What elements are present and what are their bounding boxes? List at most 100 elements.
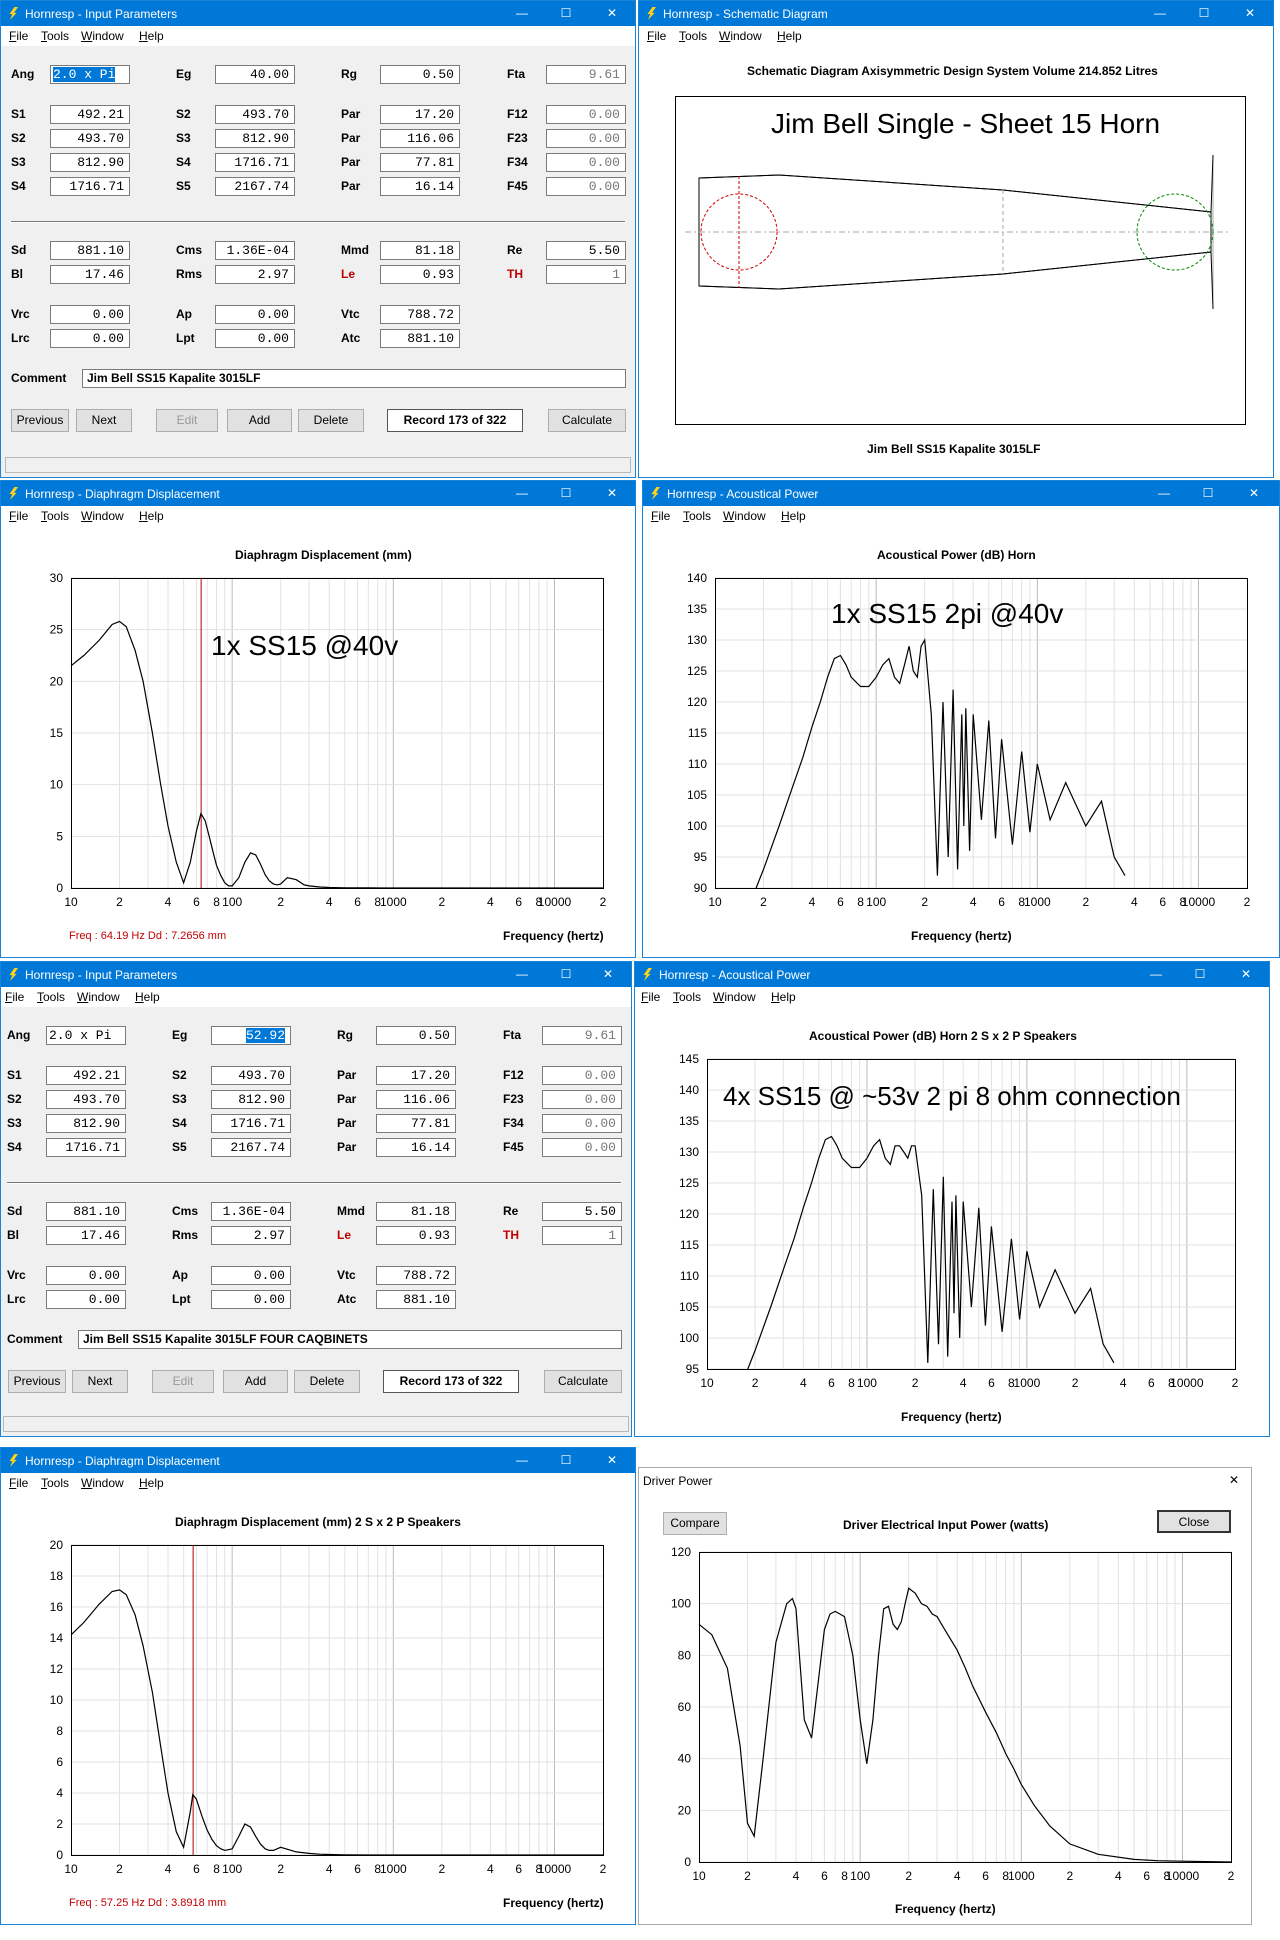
field-re[interactable]: 5.50 xyxy=(542,1202,622,1221)
title-bar[interactable]: Hornresp - Acoustical Power — ☐ ✕ xyxy=(643,481,1279,506)
field-th[interactable]: 1 xyxy=(546,265,626,284)
close-icon[interactable]: ✕ xyxy=(606,486,618,500)
edit-button[interactable]: Edit xyxy=(152,1370,214,1393)
menu-tools[interactable]: Tools xyxy=(41,29,70,43)
minimize-icon[interactable]: — xyxy=(516,1453,528,1467)
maximize-icon[interactable]: ☐ xyxy=(1194,967,1206,981)
menu-file[interactable]: File xyxy=(9,29,29,43)
menu-file[interactable]: File xyxy=(9,1476,29,1490)
field-atc[interactable]: 881.10 xyxy=(380,329,460,348)
menu-file[interactable]: File xyxy=(641,990,661,1004)
field-cms[interactable]: 1.36E-04 xyxy=(211,1202,291,1221)
field-par-1[interactable]: 17.20 xyxy=(380,105,460,124)
title-bar[interactable]: Hornresp - Diaphragm Displacement — ☐ ✕ xyxy=(1,481,635,506)
field-s2[interactable]: 493.70 xyxy=(215,105,295,124)
minimize-icon[interactable]: — xyxy=(516,486,528,500)
menu-file[interactable]: File xyxy=(647,29,667,43)
calculate-button[interactable]: Calculate xyxy=(548,409,626,432)
close-button[interactable]: Close xyxy=(1157,1510,1231,1533)
close-icon[interactable]: ✕ xyxy=(1248,486,1260,500)
field-sd[interactable]: 881.10 xyxy=(50,241,130,260)
calculate-button[interactable]: Calculate xyxy=(544,1370,622,1393)
maximize-icon[interactable]: ☐ xyxy=(560,967,572,981)
next-button[interactable]: Next xyxy=(72,1370,128,1393)
field-rms[interactable]: 2.97 xyxy=(215,265,295,284)
menu-file[interactable]: File xyxy=(5,990,25,1004)
field-f45[interactable]: 0.00 xyxy=(542,1138,622,1157)
field-lpt[interactable]: 0.00 xyxy=(211,1290,291,1309)
field-ang[interactable]: 2.0 x Pi xyxy=(46,1026,126,1045)
field-vtc[interactable]: 788.72 xyxy=(376,1266,456,1285)
menu-window[interactable]: Window xyxy=(77,990,120,1004)
field-s3[interactable]: 812.90 xyxy=(211,1090,291,1109)
field-vrc[interactable]: 0.00 xyxy=(50,305,130,324)
close-icon[interactable]: ✕ xyxy=(606,1453,618,1467)
menu-window[interactable]: Window xyxy=(723,509,766,523)
field-s1[interactable]: 492.21 xyxy=(50,105,130,124)
menu-tools[interactable]: Tools xyxy=(37,990,66,1004)
maximize-icon[interactable]: ☐ xyxy=(1198,6,1210,20)
label-th[interactable]: TH xyxy=(507,267,523,281)
field-ap[interactable]: 0.00 xyxy=(215,305,295,324)
menu-help[interactable]: Help xyxy=(139,1476,164,1490)
field-cms[interactable]: 1.36E-04 xyxy=(215,241,295,260)
previous-button[interactable]: Previous xyxy=(8,1370,66,1393)
field-eg[interactable]: 40.00 xyxy=(215,65,295,84)
menu-window[interactable]: Window xyxy=(81,1476,124,1490)
field-s3[interactable]: 812.90 xyxy=(215,129,295,148)
field-par-3[interactable]: 77.81 xyxy=(376,1114,456,1133)
menu-help[interactable]: Help xyxy=(139,29,164,43)
field-f23[interactable]: 0.00 xyxy=(546,129,626,148)
next-button[interactable]: Next xyxy=(76,409,132,432)
add-button[interactable]: Add xyxy=(223,1370,288,1393)
field-sd[interactable]: 881.10 xyxy=(46,1202,126,1221)
field-par-2[interactable]: 116.06 xyxy=(380,129,460,148)
field-f45[interactable]: 0.00 xyxy=(546,177,626,196)
minimize-icon[interactable]: — xyxy=(516,967,528,981)
field-mmd[interactable]: 81.18 xyxy=(376,1202,456,1221)
field-s3-left[interactable]: 812.90 xyxy=(50,153,130,172)
field-par-4[interactable]: 16.14 xyxy=(380,177,460,196)
title-bar[interactable]: Hornresp - Acoustical Power — ☐ ✕ xyxy=(635,962,1269,987)
field-f12[interactable]: 0.00 xyxy=(542,1066,622,1085)
title-bar[interactable]: Hornresp - Diaphragm Displacement — ☐ ✕ xyxy=(1,1448,635,1473)
minimize-icon[interactable]: — xyxy=(1158,486,1170,500)
field-mmd[interactable]: 81.18 xyxy=(380,241,460,260)
field-s5[interactable]: 2167.74 xyxy=(211,1138,291,1157)
delete-button[interactable]: Delete xyxy=(298,409,364,432)
field-ap[interactable]: 0.00 xyxy=(211,1266,291,1285)
field-s4-left[interactable]: 1716.71 xyxy=(50,177,130,196)
label-le[interactable]: Le xyxy=(337,1228,352,1242)
field-vrc[interactable]: 0.00 xyxy=(46,1266,126,1285)
field-f12[interactable]: 0.00 xyxy=(546,105,626,124)
minimize-icon[interactable]: — xyxy=(516,6,528,20)
menu-window[interactable]: Window xyxy=(713,990,756,1004)
close-icon[interactable]: ✕ xyxy=(1244,6,1256,20)
field-s5[interactable]: 2167.74 xyxy=(215,177,295,196)
field-th[interactable]: 1 xyxy=(542,1226,622,1245)
maximize-icon[interactable]: ☐ xyxy=(560,486,572,500)
field-re[interactable]: 5.50 xyxy=(546,241,626,260)
field-s3-left[interactable]: 812.90 xyxy=(46,1114,126,1133)
field-rg[interactable]: 0.50 xyxy=(380,65,460,84)
field-s4[interactable]: 1716.71 xyxy=(211,1114,291,1133)
field-eg[interactable]: 52.92 xyxy=(211,1026,291,1045)
field-par-4[interactable]: 16.14 xyxy=(376,1138,456,1157)
maximize-icon[interactable]: ☐ xyxy=(1202,486,1214,500)
menu-help[interactable]: Help xyxy=(781,509,806,523)
field-s2-left[interactable]: 493.70 xyxy=(50,129,130,148)
field-f23[interactable]: 0.00 xyxy=(542,1090,622,1109)
maximize-icon[interactable]: ☐ xyxy=(560,1453,572,1467)
close-icon[interactable]: ✕ xyxy=(1228,1473,1240,1487)
field-lrc[interactable]: 0.00 xyxy=(50,329,130,348)
field-s2[interactable]: 493.70 xyxy=(211,1066,291,1085)
field-par-3[interactable]: 77.81 xyxy=(380,153,460,172)
field-le[interactable]: 0.93 xyxy=(376,1226,456,1245)
title-bar[interactable]: Hornresp - Input Parameters — ☐ ✕ xyxy=(1,1,635,26)
menu-help[interactable]: Help xyxy=(135,990,160,1004)
field-f34[interactable]: 0.00 xyxy=(546,153,626,172)
